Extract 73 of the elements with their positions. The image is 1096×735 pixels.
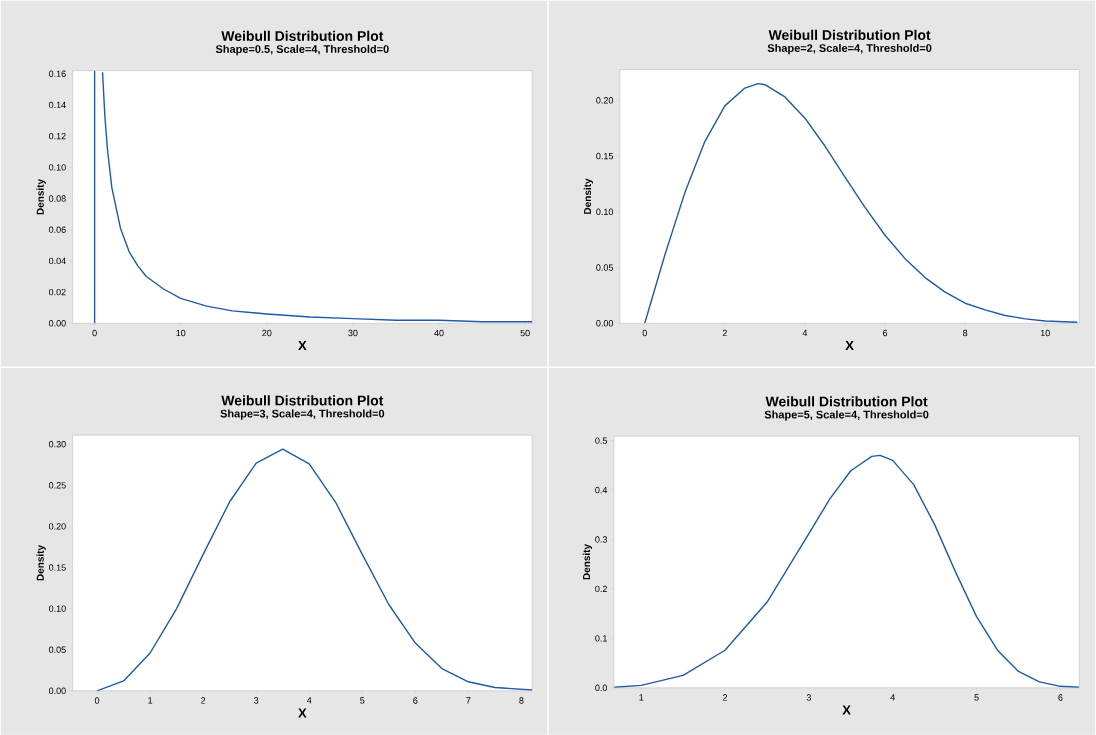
- x-tick-label: 20: [262, 329, 272, 336]
- line-series: [644, 82, 1078, 324]
- x-tick-label: 5: [974, 694, 979, 701]
- y-tick-label: 0.20: [48, 522, 66, 530]
- x-tick-label: 4: [890, 694, 895, 701]
- x-tick-label: 4: [802, 329, 808, 336]
- line-series: [613, 454, 1080, 688]
- y-tick-label: 0.00: [48, 319, 66, 327]
- y-axis-title: Density: [583, 178, 594, 214]
- x-tick-label: 8: [963, 329, 968, 336]
- x-tick-label: 6: [1058, 694, 1063, 701]
- x-tick-label: 2: [201, 697, 206, 704]
- x-axis-title: X: [298, 708, 307, 718]
- y-tick-label: 0.00: [48, 687, 66, 694]
- chart-subtitle: Shape=3, Scale=4, Threshold=0: [220, 409, 385, 420]
- y-tick-label: 0.15: [48, 564, 66, 571]
- y-tick-label: 0.3: [595, 536, 607, 543]
- chart-subtitle: Shape=2, Scale=4, Threshold=0: [767, 43, 932, 54]
- chart-title: Weibull Distribution Plot: [768, 29, 931, 40]
- y-axis-title: Density: [36, 544, 46, 581]
- y-tick-label: 0.4: [595, 486, 608, 493]
- x-tick-label: 6: [413, 697, 418, 704]
- x-axis-title: X: [845, 340, 854, 350]
- y-tick-label: 0.06: [48, 226, 66, 233]
- x-tick-label: 10: [176, 329, 186, 336]
- y-tick-label: 0.10: [596, 208, 614, 215]
- y-tick-label: 0.2: [595, 585, 607, 592]
- y-tick-label: 0.05: [596, 264, 613, 271]
- y-tick-label: 0.04: [48, 257, 66, 264]
- y-tick-label: 0.1: [595, 634, 607, 642]
- y-tick-label: 0.25: [48, 481, 66, 489]
- y-tick-label: 0.05: [48, 646, 66, 653]
- x-tick-label: 1: [639, 694, 644, 701]
- y-tick-label: 0.10: [48, 605, 66, 612]
- x-tick-label: 50: [520, 329, 530, 336]
- x-axis-title: X: [298, 340, 307, 350]
- y-tick-label: 0.30: [48, 440, 66, 448]
- y-axis-title: Density: [36, 178, 46, 215]
- chart-title: Weibull Distribution Plot: [221, 30, 384, 41]
- x-tick-label: 8: [519, 697, 524, 704]
- chart-title: Weibull Distribution Plot: [765, 396, 928, 407]
- x-tick-label: 1: [148, 697, 153, 704]
- y-tick-label: 0.5: [595, 437, 608, 444]
- x-tick-label: 7: [466, 697, 471, 704]
- chart-subtitle: Shape=0.5, Scale=4, Threshold=0: [215, 44, 389, 55]
- x-tick-label: 2: [722, 694, 728, 701]
- y-tick-label: 0.14: [48, 101, 66, 108]
- y-tick-label: 0.0: [595, 684, 608, 691]
- chart-subtitle: Shape=5, Scale=4, Threshold=0: [764, 410, 929, 421]
- y-tick-label: 0.10: [48, 163, 66, 171]
- x-tick-label: 10: [1040, 329, 1050, 336]
- y-tick-label: 0.00: [596, 319, 614, 327]
- x-tick-label: 3: [254, 697, 259, 704]
- y-tick-label: 0.16: [48, 70, 66, 77]
- x-tick-label: 40: [434, 329, 444, 336]
- x-tick-label: 0: [92, 329, 97, 336]
- y-tick-label: 0.02: [48, 288, 66, 296]
- x-tick-label: 6: [882, 329, 888, 336]
- x-tick-label: 30: [348, 329, 358, 336]
- x-tick-label: 4: [306, 697, 312, 704]
- x-axis-title: X: [842, 705, 851, 715]
- x-tick-label: 2: [722, 329, 727, 336]
- line-series: [96, 448, 533, 691]
- y-tick-label: 0.08: [48, 195, 66, 202]
- y-tick-label: 0.20: [596, 96, 614, 104]
- y-tick-label: 0.15: [596, 152, 613, 160]
- x-tick-label: 5: [360, 697, 365, 704]
- y-tick-label: 0.12: [48, 132, 66, 140]
- chart-title: Weibull Distribution Plot: [221, 395, 384, 406]
- x-tick-label: 0: [94, 697, 100, 704]
- x-tick-label: 3: [806, 694, 811, 701]
- x-tick-label: 0: [642, 329, 647, 336]
- y-axis-title: Density: [582, 543, 593, 580]
